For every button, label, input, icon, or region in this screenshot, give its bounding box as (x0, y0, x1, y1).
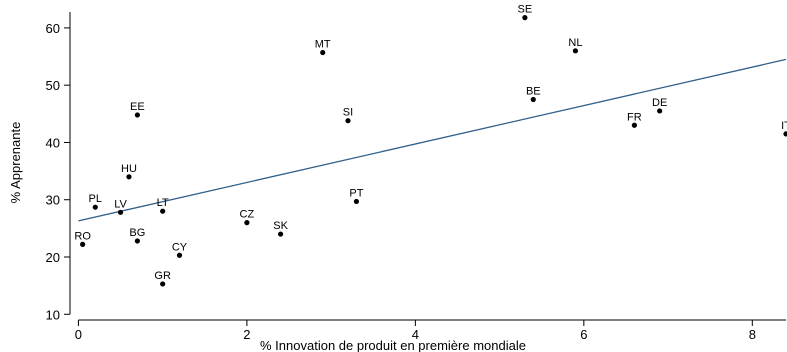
point-label-pl: PL (89, 193, 102, 205)
y-tick-label: 10 (46, 307, 60, 322)
data-point-se (522, 15, 528, 21)
point-label-it: IT (781, 120, 787, 132)
x-axis-label: % Innovation de produit en première mond… (260, 338, 526, 352)
y-tick-label: 60 (46, 21, 60, 36)
point-label-ro: RO (74, 230, 91, 242)
point-label-si: SI (343, 107, 353, 119)
data-point-fr (631, 122, 637, 128)
point-label-se: SE (518, 4, 533, 16)
point-label-fr: FR (627, 111, 642, 123)
point-label-sk: SK (273, 220, 288, 232)
x-tick-label: 6 (580, 327, 587, 342)
fit-line-group (78, 58, 787, 222)
points-group: SE NL MT BE DE EE SI FR IT HU PT PL LT LV CZ SK BG RO CY GR (74, 4, 787, 287)
fit-line (78, 58, 787, 222)
point-label-be: BE (526, 86, 541, 98)
x-tick-label: 2 (243, 327, 250, 342)
point-label-cy: CY (172, 241, 188, 253)
data-point-nl (572, 48, 579, 54)
point-label-mt: MT (315, 39, 331, 51)
point-label-lv: LV (114, 198, 127, 210)
data-point-lv (117, 209, 124, 215)
point-label-ee: EE (130, 101, 145, 113)
data-point-de (657, 108, 663, 114)
point-label-bg: BG (129, 227, 145, 239)
data-point-pt (353, 198, 359, 205)
data-point-ro (80, 241, 86, 247)
data-point-gr (160, 281, 166, 287)
data-point-mt (320, 49, 326, 56)
y-tick-label: 30 (46, 193, 60, 208)
point-label-nl: NL (568, 37, 582, 49)
y-tick-label: 20 (46, 250, 60, 265)
data-point-bg (134, 238, 140, 244)
y-axis-label: % Apprenante (8, 122, 23, 204)
axes: 10 20 30 40 50 60 0 2 4 6 8 (46, 12, 786, 342)
data-point-be (530, 96, 536, 103)
point-label-lt: LT (157, 197, 169, 209)
data-point-hu (126, 174, 132, 180)
data-point-lt (160, 208, 166, 214)
data-point-sk (277, 231, 284, 237)
data-point-cz (244, 220, 250, 226)
point-label-cz: CZ (240, 209, 255, 221)
point-label-de: DE (652, 97, 667, 109)
y-tick-label: 40 (46, 135, 60, 150)
data-point-si (345, 118, 351, 124)
data-point-cy (176, 252, 183, 258)
data-point-pl (92, 204, 98, 210)
point-label-gr: GR (154, 270, 171, 282)
y-tick-label: 50 (46, 78, 60, 93)
x-tick-label: 4 (412, 327, 419, 342)
point-label-hu: HU (121, 163, 137, 175)
data-point-it (783, 131, 787, 137)
data-point-ee (134, 112, 140, 118)
point-label-pt: PT (349, 187, 363, 199)
x-tick-label: 0 (75, 327, 82, 342)
x-tick-label: 8 (749, 327, 756, 342)
